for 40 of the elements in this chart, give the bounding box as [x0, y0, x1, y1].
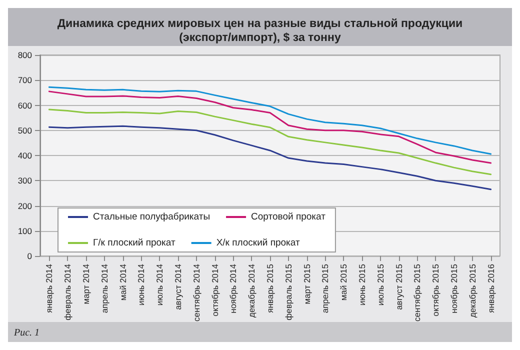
chart-title: Динамика средних мировых цен на разные виды стальной продукции (экспорт/импорт), $ за тонну: [57, 18, 463, 44]
legend-label: Х/к плоский прокат: [216, 238, 300, 248]
x-tick-label: август 2014: [173, 264, 183, 310]
y-tick-label: 500: [18, 125, 32, 136]
x-tick-label: январь 2015: [265, 264, 275, 313]
x-tick-label: май 2014: [118, 264, 128, 301]
x-tick-label: ноябрь 2014: [228, 264, 238, 314]
y-tick-label: 400: [18, 150, 32, 160]
y-tick-label: 200: [18, 200, 32, 211]
legend-label: Г/к плоский прокат: [93, 238, 176, 248]
x-tick-label: апрель 2014: [99, 264, 110, 314]
x-tick-label: сентябрь 2014: [191, 264, 202, 322]
x-tick-label: октябрь 2014: [210, 264, 220, 316]
y-tick-label: 100: [18, 226, 32, 236]
x-tick-label: февраль 2014: [62, 264, 73, 320]
x-tick-label: март 2015: [302, 264, 312, 304]
x-tick-label: март 2014: [81, 264, 91, 304]
x-tick-label: январь 2014: [44, 264, 54, 313]
y-tick-label: 700: [18, 75, 32, 86]
y-tick-label: 0: [27, 251, 32, 261]
legend-label: Сортовой прокат: [251, 212, 326, 222]
text: Рис. 1: [13, 328, 40, 338]
x-tick-label: декабрь 2014: [246, 264, 257, 318]
x-tick-label: сентябрь 2015: [412, 264, 422, 322]
y-tick-label: 800: [18, 50, 32, 60]
legend-label: Стальные полуфабрикаты: [93, 212, 210, 222]
x-tick-label: апрель 2015: [320, 264, 330, 314]
x-tick-label: январь 2016: [486, 264, 496, 313]
x-tick-label: июль 2015: [375, 264, 386, 306]
x-tick-label: декабрь 2015: [467, 264, 478, 318]
x-tick-label: май 2015: [338, 264, 349, 301]
x-tick-label: ноябрь 2015: [449, 264, 459, 314]
x-tick-label: февраль 2015: [283, 264, 294, 320]
x-tick-label: июнь 2015: [357, 264, 367, 306]
x-tick-label: август 2015: [394, 264, 404, 310]
x-tick-label: июнь 2014: [136, 264, 146, 306]
x-tick-label: октябрь 2015: [430, 264, 441, 316]
x-tick-label: июль 2014: [154, 264, 165, 306]
y-tick-label: 600: [18, 100, 32, 110]
y-tick-label: 300: [18, 176, 32, 186]
